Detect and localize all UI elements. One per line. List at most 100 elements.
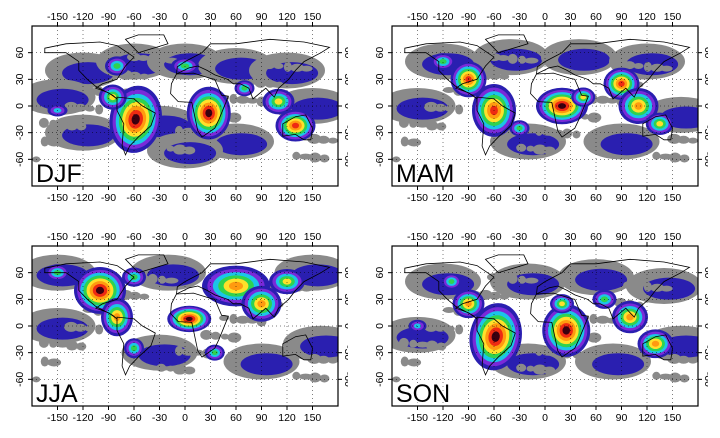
- speckle: [407, 358, 422, 367]
- lon-tick-label-top: 90: [616, 11, 628, 23]
- gridlines: [392, 246, 698, 406]
- lon-tick-label-top: 90: [616, 231, 628, 243]
- lat-tick-label-right: -30: [702, 345, 708, 360]
- lon-tick-label-bottom: -90: [461, 192, 476, 202]
- density-maximum-layer: [130, 345, 138, 352]
- gridlines: [392, 26, 698, 186]
- lat-tick-label-left: 0: [14, 323, 26, 329]
- lon-tick-label-bottom: 120: [278, 412, 296, 422]
- lon-tick-label-top: -30: [512, 231, 527, 243]
- speckle: [407, 138, 422, 147]
- lon-tick-label-top: -60: [126, 231, 141, 243]
- speckle: [65, 340, 78, 351]
- lon-tick-label-top: 120: [638, 11, 656, 23]
- lat-tick-label-right: 60: [342, 267, 348, 279]
- speckle: [507, 53, 518, 64]
- speckle: [652, 151, 661, 160]
- lat-tick-label-left: -60: [14, 372, 26, 387]
- speckle: [409, 339, 418, 348]
- lon-tick-label-top: 150: [664, 231, 682, 243]
- density-maximum-layer: [241, 85, 248, 91]
- coastline: [536, 258, 691, 320]
- speckle: [400, 136, 409, 147]
- speckle: [687, 357, 698, 364]
- coastline: [484, 254, 529, 274]
- season-label: MAM: [396, 160, 454, 188]
- speckle: [327, 137, 338, 144]
- speckle: [524, 57, 539, 64]
- speckle: [415, 341, 430, 348]
- lat-tick-label-left: -30: [14, 125, 26, 140]
- speckle: [158, 275, 167, 284]
- lat-tick-label-left: -60: [14, 152, 26, 167]
- speckle: [47, 358, 62, 367]
- density-maximum-layer: [131, 114, 140, 125]
- jja-map: -150 -150 -120 -120 -90 -90 -60 -60 -30 -30 0 0 30 30…: [14, 231, 348, 422]
- coastline: [476, 96, 516, 156]
- speckle: [139, 293, 150, 300]
- speckle: [307, 353, 322, 364]
- speckle: [643, 61, 652, 72]
- speckle: [650, 63, 665, 72]
- coastline: [642, 114, 673, 141]
- mam-map: -150 -150 -120 -120 -90 -90 -60 -60 -30 -30 0 0 30 30…: [374, 11, 708, 202]
- speckle: [442, 307, 455, 313]
- lon-tick-label-top: -150: [407, 231, 428, 243]
- speckle: [436, 122, 447, 131]
- speckle: [292, 371, 301, 380]
- lat-tick-label-right: 0: [342, 103, 348, 109]
- density-maximum-layer: [282, 278, 292, 285]
- speckle: [587, 332, 602, 343]
- speckle: [156, 143, 167, 152]
- speckle: [40, 356, 49, 367]
- lon-tick-label-top: -60: [486, 231, 501, 243]
- speckle: [658, 153, 673, 160]
- speckle: [532, 144, 547, 155]
- lon-tick-label-bottom: -120: [432, 412, 453, 422]
- lon-tick-label-top: -120: [432, 231, 453, 243]
- lat-tick-label-left: -30: [374, 125, 386, 140]
- coastline: [176, 258, 331, 320]
- lon-tick-label-bottom: 150: [664, 412, 682, 422]
- panel-mam: -150 -150 -120 -120 -90 -90 -60 -60 -30 -30 0 0 30 30…: [368, 6, 708, 202]
- density-maximum-layer: [109, 94, 117, 101]
- speckle: [298, 153, 313, 160]
- speckle: [139, 73, 150, 80]
- density-maximum-layer: [274, 98, 283, 105]
- speckle: [38, 337, 49, 348]
- lon-tick-label-bottom: 30: [205, 412, 217, 422]
- lat-tick-label-right: 30: [342, 73, 348, 85]
- speckle: [499, 293, 510, 300]
- low-density-patch: [240, 353, 293, 376]
- speckle: [541, 127, 556, 136]
- speckle: [633, 63, 644, 69]
- speckle: [687, 137, 698, 144]
- lon-tick-label-bottom: 60: [590, 192, 602, 202]
- lon-tick-label-bottom: 90: [256, 192, 268, 202]
- speckle: [595, 315, 610, 324]
- speckle: [526, 365, 535, 372]
- lat-tick-label-left: 60: [374, 47, 386, 59]
- lon-tick-label-top: 30: [565, 231, 577, 243]
- lon-tick-label-top: -60: [486, 11, 501, 23]
- density-maximum-layer: [651, 340, 660, 347]
- lat-tick-label-right: -30: [342, 125, 348, 140]
- lon-tick-label-bottom: 120: [638, 192, 656, 202]
- density-maximum-layer: [95, 286, 105, 295]
- speckle: [669, 152, 682, 163]
- speckle: [181, 347, 196, 356]
- speckle: [210, 331, 221, 340]
- lon-tick-label-top: 0: [182, 11, 188, 23]
- lon-tick-label-top: 0: [542, 231, 548, 243]
- speckle: [220, 333, 229, 340]
- lat-tick-label-left: 0: [374, 103, 386, 109]
- lon-tick-label-top: 150: [304, 231, 322, 243]
- lon-tick-label-top: 150: [664, 11, 682, 23]
- lat-tick-label-left: 0: [14, 103, 26, 109]
- speckle: [49, 119, 58, 128]
- lon-tick-label-bottom: -120: [72, 192, 93, 202]
- lon-tick-label-top: 120: [278, 231, 296, 243]
- lon-tick-label-bottom: 0: [542, 412, 548, 422]
- speckle: [290, 63, 305, 72]
- lon-tick-label-bottom: 150: [304, 192, 322, 202]
